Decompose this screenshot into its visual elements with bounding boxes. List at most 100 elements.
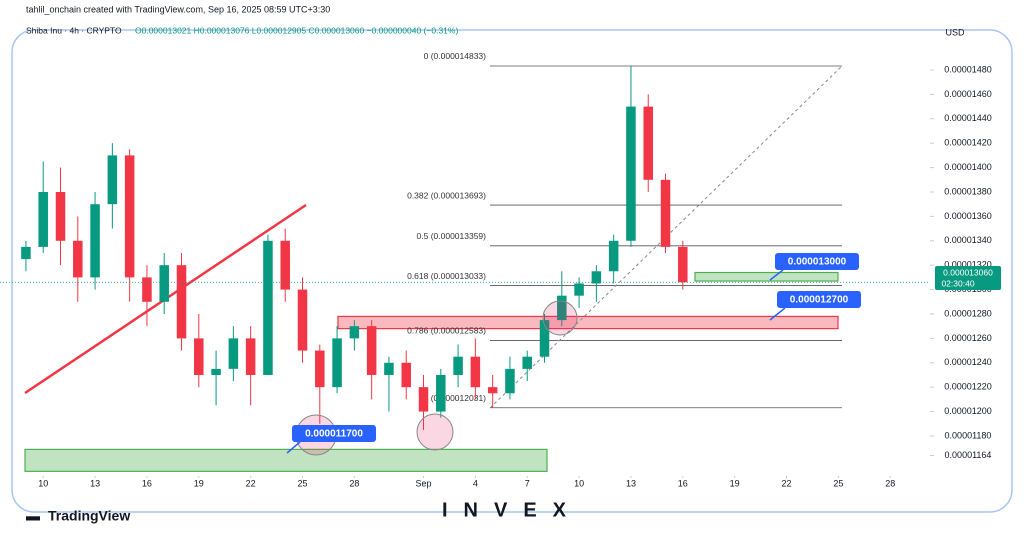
y-tick-label: 0.00001480 xyxy=(944,64,992,74)
candle-body xyxy=(678,246,688,283)
candle-body xyxy=(626,106,636,241)
x-tick-label: 10 xyxy=(38,478,48,488)
candle-body xyxy=(124,155,135,278)
zone xyxy=(24,448,548,472)
candle-body xyxy=(574,283,584,296)
candle-body xyxy=(539,320,550,357)
fib-label: 0 (0.000014833) xyxy=(424,51,487,61)
candle-body xyxy=(142,277,152,302)
candle-body xyxy=(436,374,446,412)
callout-box xyxy=(777,291,861,308)
y-tick-label: 0.00001180 xyxy=(945,430,992,440)
circle xyxy=(416,413,454,451)
candle-body xyxy=(21,246,31,260)
candle-body xyxy=(280,240,290,290)
x-tick-label: 25 xyxy=(833,478,843,488)
axes: 0.00001480 0.00001460 0.00001440 0.00001420… xyxy=(38,64,992,488)
logo: INVEX xyxy=(442,499,582,521)
candle-body xyxy=(608,240,619,272)
callout-box xyxy=(292,425,376,442)
x-tick-label: 22 xyxy=(782,478,792,488)
fib-label: 0.786 (0.000012583) xyxy=(407,326,486,336)
price-tag-price: 0.000013060 xyxy=(943,267,993,277)
fib-label: (0.000012031) xyxy=(431,393,486,403)
candle-body xyxy=(522,356,532,369)
candle-body xyxy=(245,338,256,375)
zones xyxy=(24,271,839,472)
y-tick-label: 0.00001400 xyxy=(944,162,992,172)
fib-label: 0.382 (0.000013693) xyxy=(407,190,486,200)
candle-body xyxy=(418,387,429,412)
candle-body xyxy=(159,265,169,302)
candle-body xyxy=(73,240,83,278)
candle-body xyxy=(366,326,377,375)
x-tick-label: Sep xyxy=(416,478,432,488)
candle-body xyxy=(470,356,481,388)
x-tick-label: 19 xyxy=(730,478,740,488)
y-tick-label: 0.00001164 xyxy=(945,450,992,460)
candle-body xyxy=(107,155,118,205)
candle-body xyxy=(332,338,342,388)
y-tick-label: 0.00001360 xyxy=(944,211,992,221)
y-tick-label: 0.00001260 xyxy=(944,333,992,343)
candle-body xyxy=(643,106,653,180)
price-tag-countdown: 02:30:40 xyxy=(941,278,974,288)
candle-body xyxy=(660,179,671,247)
callout-text: 0.000011700 xyxy=(305,429,363,440)
x-tick-label: 4 xyxy=(473,478,478,488)
price-tag xyxy=(935,266,1001,290)
x-tick-label: 13 xyxy=(90,478,100,488)
y-tick-label: 0.00001320 xyxy=(944,260,992,270)
x-tick-label: 28 xyxy=(885,478,895,488)
candle-body xyxy=(228,338,239,369)
y-tick-label: 0.00001420 xyxy=(944,138,992,148)
candle-body xyxy=(263,240,273,375)
x-tick-label: 19 xyxy=(194,478,204,488)
callout-text: 0.000012700 xyxy=(790,295,849,306)
candle-body xyxy=(38,191,48,247)
x-tick-label: 7 xyxy=(525,478,530,488)
zone xyxy=(694,271,839,282)
frame xyxy=(11,29,1013,513)
candle-body xyxy=(315,350,325,388)
callout-box xyxy=(775,253,859,270)
y-tick-label: 0.00001220 xyxy=(944,382,992,392)
header: tahlil_onchain created with TradingView.… xyxy=(26,4,330,14)
y-tick-label: 0.00001380 xyxy=(944,186,992,196)
callout-leader xyxy=(769,307,786,321)
fib-label: 0.5 (0.000013359) xyxy=(417,231,487,241)
candle-body xyxy=(194,338,204,375)
x-tick-label: 28 xyxy=(349,478,359,488)
candle-body xyxy=(297,289,308,351)
candles xyxy=(0,65,930,430)
candle-body xyxy=(505,368,515,394)
x-tick-label: 13 xyxy=(626,478,636,488)
tv-mark: ▬ xyxy=(26,508,40,524)
candle-body xyxy=(591,271,602,284)
callout-text: 0.000013000 xyxy=(788,257,847,268)
x-tick-label: 16 xyxy=(142,478,152,488)
candle-body xyxy=(487,387,498,394)
callouts: 0.000013000 0.000012700 0.000011700 xyxy=(286,253,861,454)
candle-body xyxy=(401,362,411,388)
ohlc: O0.000013021 H0.000013076 L0.000012905 C… xyxy=(135,25,458,35)
fib-label: 0.618 (0.000013033) xyxy=(407,271,486,281)
candle-body xyxy=(176,265,187,339)
fibonacci: 0 (0.000014833) 0.382 (0.000013693) 0.5 (0… xyxy=(407,51,842,409)
symbol: Shiba Inu · 4h · CRYPTO xyxy=(26,25,122,35)
x-tick-label: 16 xyxy=(678,478,688,488)
currency: USD xyxy=(945,27,965,37)
y-tick-label: 0.00001460 xyxy=(944,89,992,99)
fib-trend xyxy=(489,65,843,409)
candle-body xyxy=(384,362,394,375)
callout-leader xyxy=(286,441,301,454)
y-tick-label: 0.00001240 xyxy=(944,357,992,367)
x-tick-label: 10 xyxy=(574,478,584,488)
candle-body xyxy=(211,368,221,375)
candle-body xyxy=(557,295,567,321)
brand: TradingView xyxy=(48,508,130,524)
circle xyxy=(542,300,578,336)
candle-body xyxy=(90,204,100,278)
y-tick-label: 0.00001200 xyxy=(944,406,992,416)
